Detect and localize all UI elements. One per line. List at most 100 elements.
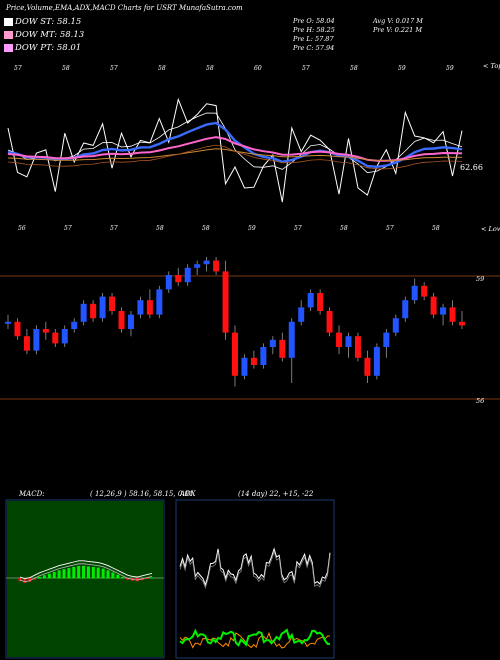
candle-body (260, 347, 267, 365)
tops-tick-label: 57 (110, 65, 118, 72)
tops-tick-label: 57 (302, 65, 310, 72)
macd-histogram-bar (101, 568, 105, 579)
lows-tick-label: 57 (110, 225, 118, 232)
tops-tick-label: 58 (206, 65, 214, 72)
legend-dow-pt: DOW PT: 58.01 (4, 43, 81, 54)
macd-histogram-bar (23, 578, 27, 583)
candle-body (52, 332, 59, 344)
tops-tick-label: 60 (254, 65, 262, 72)
adx-frame (175, 499, 335, 659)
candle-body (222, 271, 229, 333)
macd-histogram-bar (38, 576, 42, 579)
candle-body (298, 307, 305, 322)
stat-avg-volume: Avg V: 0.017 M (373, 17, 423, 25)
macd-histogram-bar (116, 574, 120, 579)
candle-body (194, 264, 201, 268)
macd-histogram-bar (145, 578, 149, 580)
legend-swatch (4, 31, 13, 39)
chart-header: Price,Volume,EMA,ADX,MACD Charts for USR… (6, 4, 243, 12)
candle-body (307, 293, 314, 308)
legend-swatch (4, 44, 13, 52)
candle-body (354, 336, 361, 358)
adx-shadow-line (179, 550, 331, 589)
legend-dow-mt: DOW MT: 58.13 (4, 30, 84, 41)
macd-line (19, 560, 153, 580)
macd-histogram-bar (62, 569, 66, 579)
ema-value-label: 62.66 (460, 163, 483, 172)
candle-body (421, 285, 428, 297)
macd-histogram-bar (33, 578, 37, 580)
tops-tick-label: 59 (398, 65, 406, 72)
candle-body (213, 260, 220, 272)
lows-tick-label: 57 (386, 225, 394, 232)
macd-histogram-bar (86, 566, 90, 579)
macd-histogram-bar (77, 565, 81, 579)
adx-minus-di-line (179, 631, 330, 649)
macd-histogram-bar (67, 568, 71, 579)
macd-histogram-bar (28, 578, 32, 582)
stat-pre-high: Pre H: 58.25 (293, 26, 335, 34)
macd-histogram-bar (96, 567, 100, 579)
stat-pre-close: Pre C: 57.94 (293, 44, 335, 52)
candle-body (288, 321, 295, 358)
candle-body (430, 296, 437, 315)
candle-body (184, 267, 191, 283)
macd-histogram-bar (121, 576, 125, 579)
lows-tick-label: 59 (248, 225, 256, 232)
level-low-label: 56 (476, 397, 485, 405)
candle-body (459, 321, 465, 326)
candle-body (61, 329, 68, 344)
ema-blue-line (7, 121, 463, 169)
ema-panel: 57 58 57 58 58 60 57 58 59 59 (7, 65, 463, 203)
tops-tick-label: 58 (62, 65, 70, 72)
candle-body (90, 303, 97, 319)
candle-body (250, 357, 257, 365)
lows-tick-label: 57 (64, 225, 72, 232)
legend-swatch (4, 18, 13, 26)
candle-body (345, 336, 352, 347)
candle-body (5, 321, 11, 324)
candle-body (14, 321, 21, 337)
macd-histogram-bar (18, 578, 22, 582)
candle-body (23, 336, 30, 351)
macd-histogram-bar (57, 570, 61, 579)
candle-body (392, 318, 399, 333)
legend-label: DOW PT: 58.01 (15, 43, 82, 53)
tops-tick-label: 58 (350, 65, 358, 72)
adx-params: (14 day) 22, +15, -22 (238, 490, 314, 498)
close-price-line (7, 97, 463, 203)
lows-tick-label: 58 (202, 225, 210, 232)
macd-histogram-bar (106, 570, 110, 579)
adx-plus-di-line (179, 628, 330, 647)
legend-label: DOW ST: 58.15 (15, 17, 82, 27)
lows-tick-label: 56 (18, 225, 26, 232)
stat-pre-open: Pre O: 58.04 (293, 17, 335, 25)
lows-tick-label: 57 (294, 225, 302, 232)
tops-label: < Tops (483, 62, 500, 70)
tops-tick-label: 59 (446, 65, 454, 72)
stat-pre-low: Pre L: 57.87 (293, 35, 334, 43)
price-panel: 56 57 57 58 58 59 57 58 57 58 (0, 225, 500, 400)
candle-body (317, 293, 324, 311)
candle-body (137, 300, 144, 315)
lows-tick-label: 58 (156, 225, 164, 232)
macd-histogram-bar (72, 567, 76, 579)
candle-body (118, 311, 125, 329)
macd-histogram-bar (47, 573, 51, 579)
legend-dow-st: DOW ST: 58.15 (4, 17, 81, 28)
macd-histogram-bar (126, 578, 130, 580)
candle-body (175, 275, 182, 283)
stat-pre-volume: Pre V: 0.221 M (373, 26, 423, 34)
macd-histogram-bar (111, 572, 115, 579)
candle-body (127, 314, 134, 329)
candle-body (279, 339, 286, 358)
candle-body (99, 296, 106, 319)
candle-body (33, 329, 40, 351)
candle-body (326, 311, 333, 333)
candle-body (146, 300, 153, 315)
adx-panel (175, 499, 335, 659)
candle-body (203, 260, 210, 265)
macd-signal-line (19, 563, 153, 583)
lows-tick-label: 58 (432, 225, 440, 232)
tops-tick-label: 57 (14, 65, 22, 72)
